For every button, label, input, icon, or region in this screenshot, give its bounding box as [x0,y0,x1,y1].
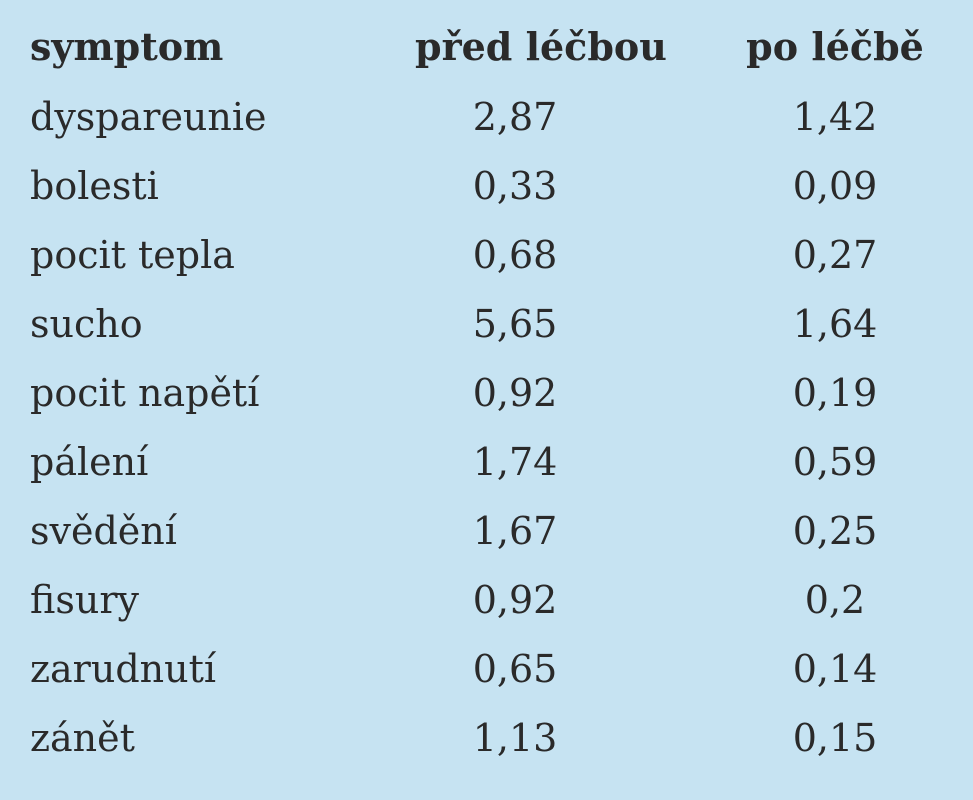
value-cell: 0,65 [472,647,558,691]
symptom-cell: dyspareunie [30,95,267,139]
value-cell: 0,2 [804,578,866,622]
header-cell: symptom [30,24,224,69]
value-cell: 0,25 [792,509,878,553]
symptom-cell: fisury [30,578,139,622]
value-cell: 0,68 [472,233,558,277]
value-cell: 0,19 [792,371,878,415]
value-cell: 0,33 [472,164,558,208]
value-cell: 0,27 [792,233,878,277]
value-cell: 0,59 [792,440,878,484]
value-cell: 0,92 [472,371,558,415]
header-cell: po léčbě [746,24,924,69]
symptom-cell: pocit napětí [30,371,260,415]
symptom-cell: svědění [30,509,177,553]
header-cell: před léčbou [415,24,667,69]
symptom-cell: zánět [30,716,135,760]
symptom-cell: zarudnutí [30,647,217,691]
value-cell: 1,67 [472,509,558,553]
symptom-cell: bolesti [30,164,159,208]
symptom-cell: sucho [30,302,143,346]
value-cell: 0,09 [792,164,878,208]
value-cell: 5,65 [472,302,558,346]
value-cell: 0,15 [792,716,878,760]
value-cell: 1,13 [472,716,558,760]
value-cell: 1,64 [792,302,878,346]
value-cell: 0,14 [792,647,878,691]
symptom-cell: pocit tepla [30,233,235,277]
value-cell: 2,87 [472,95,558,139]
value-cell: 1,74 [472,440,558,484]
value-cell: 0,92 [472,578,558,622]
symptom-cell: pálení [30,440,149,484]
value-cell: 1,42 [792,95,878,139]
